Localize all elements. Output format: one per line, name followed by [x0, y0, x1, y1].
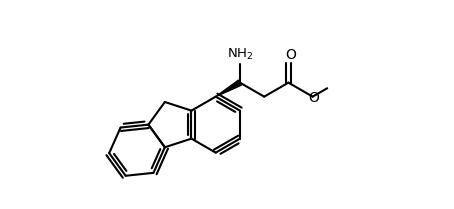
Polygon shape — [216, 80, 242, 97]
Text: NH$_2$: NH$_2$ — [227, 47, 253, 62]
Text: O: O — [285, 48, 296, 62]
Text: O: O — [308, 91, 319, 105]
